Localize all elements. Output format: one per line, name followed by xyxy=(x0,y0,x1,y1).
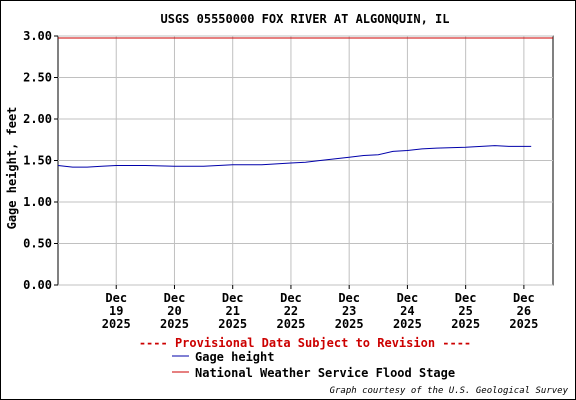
y-tick-label: 3.00 xyxy=(23,29,52,43)
x-tick-day: 19 xyxy=(109,304,123,318)
x-tick-month: Dec xyxy=(338,291,360,305)
x-axis: Dec192025Dec202025Dec212025Dec222025Dec2… xyxy=(102,285,538,331)
x-tick-month: Dec xyxy=(222,291,244,305)
y-tick-label: 0.00 xyxy=(23,278,52,292)
x-tick-day: 26 xyxy=(517,304,531,318)
gage-height-line xyxy=(57,145,532,168)
y-tick-label: 1.50 xyxy=(23,154,52,168)
provisional-notice: ---- Provisional Data Subject to Revisio… xyxy=(139,336,471,350)
y-tick-label: 2.50 xyxy=(23,71,52,85)
x-tick-year: 2025 xyxy=(276,317,305,331)
y-tick-label: 0.50 xyxy=(23,237,52,251)
x-tick-year: 2025 xyxy=(393,317,422,331)
x-tick-year: 2025 xyxy=(335,317,364,331)
x-tick-day: 24 xyxy=(400,304,414,318)
y-axis-label: Gage height, feet xyxy=(5,107,19,230)
x-tick-month: Dec xyxy=(105,291,127,305)
usgs-credit: Graph courtesy of the U.S. Geological Su… xyxy=(330,386,569,396)
x-tick-month: Dec xyxy=(280,291,302,305)
x-tick-month: Dec xyxy=(397,291,419,305)
x-tick-day: 25 xyxy=(458,304,472,318)
series-layer xyxy=(57,37,553,168)
x-tick-day: 20 xyxy=(167,304,181,318)
x-tick-year: 2025 xyxy=(218,317,247,331)
x-tick-year: 2025 xyxy=(451,317,480,331)
grid-lines xyxy=(58,35,553,286)
y-tick-label: 1.00 xyxy=(23,195,52,209)
x-tick-month: Dec xyxy=(455,291,477,305)
legend: Gage height National Weather Service Flo… xyxy=(172,350,455,380)
legend-gage-height-label: Gage height xyxy=(195,350,274,364)
legend-flood-stage-label: National Weather Service Flood Stage xyxy=(195,366,455,380)
x-tick-day: 23 xyxy=(342,304,356,318)
chart-title: USGS 05550000 FOX RIVER AT ALGONQUIN, IL xyxy=(161,12,450,26)
y-tick-label: 2.00 xyxy=(23,112,52,126)
x-tick-month: Dec xyxy=(164,291,186,305)
y-axis: 0.00 0.50 1.00 1.50 2.00 2.50 3.00 xyxy=(23,29,58,292)
x-tick-year: 2025 xyxy=(160,317,189,331)
x-tick-month: Dec xyxy=(513,291,535,305)
x-tick-year: 2025 xyxy=(102,317,131,331)
x-tick-day: 22 xyxy=(284,304,298,318)
x-tick-year: 2025 xyxy=(509,317,538,331)
x-tick-day: 21 xyxy=(225,304,239,318)
